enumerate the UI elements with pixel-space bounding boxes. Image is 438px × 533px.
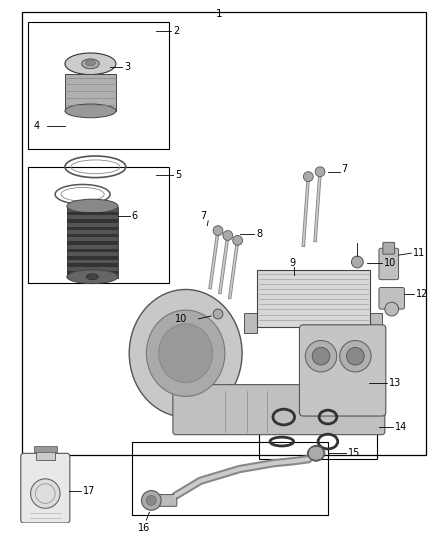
Bar — [67, 227, 118, 230]
Text: 17: 17 — [83, 486, 95, 496]
Bar — [28, 22, 169, 149]
Circle shape — [146, 496, 156, 505]
Ellipse shape — [67, 270, 118, 284]
Circle shape — [312, 348, 330, 365]
Bar — [67, 263, 118, 267]
Text: 4: 4 — [34, 120, 40, 131]
Bar — [67, 241, 118, 245]
Ellipse shape — [146, 310, 225, 397]
Circle shape — [31, 479, 60, 508]
Circle shape — [340, 341, 371, 372]
Bar — [35, 448, 55, 460]
Ellipse shape — [67, 199, 118, 213]
Circle shape — [315, 167, 325, 176]
Bar — [67, 234, 118, 238]
Bar — [244, 313, 257, 333]
Circle shape — [233, 236, 243, 245]
Text: 16: 16 — [138, 523, 150, 533]
Ellipse shape — [129, 289, 242, 417]
Circle shape — [304, 172, 313, 182]
FancyBboxPatch shape — [300, 325, 386, 416]
Circle shape — [213, 309, 223, 319]
FancyBboxPatch shape — [173, 385, 385, 435]
Bar — [67, 271, 118, 274]
Circle shape — [351, 256, 363, 268]
Text: 15: 15 — [347, 448, 360, 458]
Bar — [257, 270, 370, 327]
Circle shape — [223, 231, 233, 240]
Bar — [67, 249, 118, 252]
Bar — [67, 219, 118, 223]
FancyBboxPatch shape — [379, 248, 399, 280]
Bar — [67, 212, 118, 215]
Text: 2: 2 — [173, 27, 179, 36]
Text: 8: 8 — [256, 229, 262, 239]
Text: 7: 7 — [200, 211, 207, 221]
Text: 7: 7 — [342, 164, 348, 174]
Circle shape — [141, 490, 161, 510]
Ellipse shape — [159, 324, 212, 383]
Bar — [370, 313, 382, 333]
FancyBboxPatch shape — [383, 243, 395, 254]
Bar — [65, 74, 116, 111]
Text: 13: 13 — [389, 378, 401, 387]
Text: 10: 10 — [384, 258, 396, 268]
Text: 9: 9 — [290, 258, 296, 268]
Bar — [259, 400, 377, 459]
Ellipse shape — [87, 274, 98, 280]
Bar — [132, 441, 328, 515]
Text: 5: 5 — [175, 169, 181, 180]
Circle shape — [346, 348, 364, 365]
Text: 6: 6 — [132, 211, 138, 221]
Bar — [67, 256, 118, 260]
Circle shape — [305, 341, 337, 372]
Circle shape — [213, 225, 223, 236]
Circle shape — [308, 446, 324, 461]
Ellipse shape — [65, 104, 116, 118]
Bar — [22, 12, 426, 455]
Text: 14: 14 — [395, 422, 407, 432]
Text: 10: 10 — [175, 314, 187, 324]
Bar — [28, 167, 169, 282]
Circle shape — [385, 302, 399, 316]
Ellipse shape — [85, 60, 95, 66]
Ellipse shape — [65, 53, 116, 75]
Text: 11: 11 — [413, 248, 426, 258]
Text: 1: 1 — [215, 9, 223, 19]
FancyBboxPatch shape — [155, 495, 177, 506]
Bar — [67, 207, 118, 278]
FancyBboxPatch shape — [21, 454, 70, 523]
Text: 12: 12 — [416, 289, 429, 300]
Bar — [34, 447, 57, 453]
Ellipse shape — [81, 59, 99, 69]
Text: 3: 3 — [124, 62, 130, 72]
FancyBboxPatch shape — [379, 287, 404, 309]
